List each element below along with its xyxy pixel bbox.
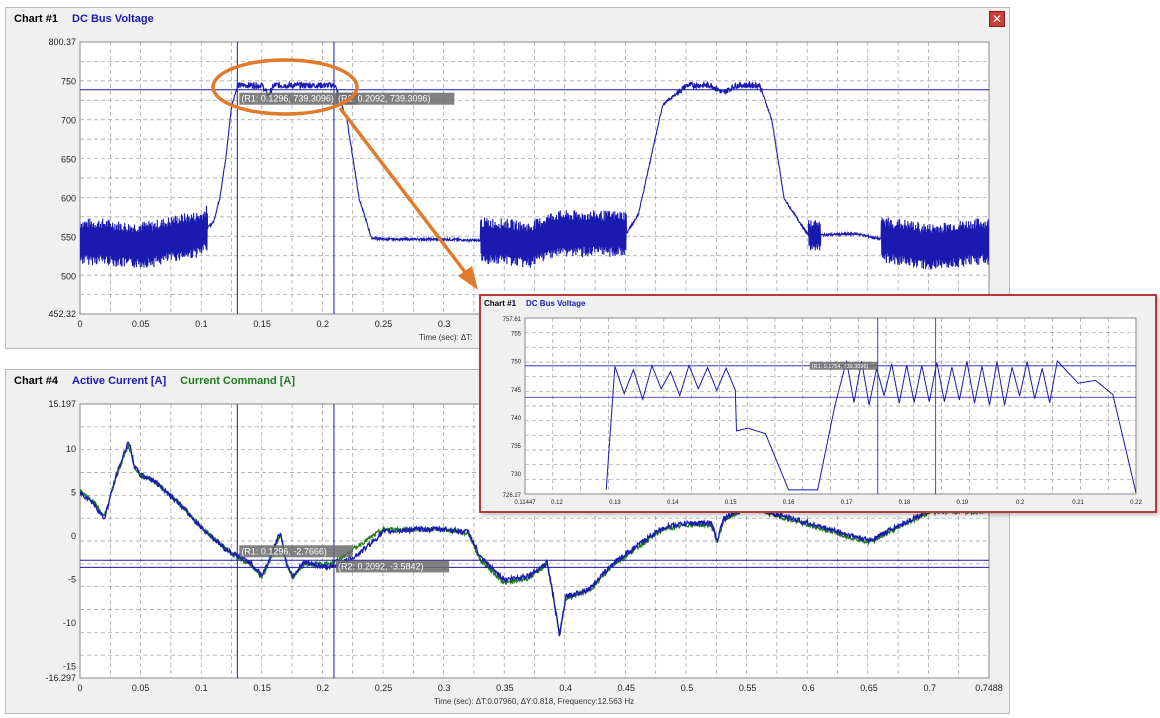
cursor-label-r2: (R2: 0.2092, -3.5842) xyxy=(335,560,450,573)
y-tick-label: 650 xyxy=(61,155,76,165)
x-tick-label: 0.4 xyxy=(559,683,572,693)
zoom-series-dc-bus-voltage xyxy=(605,359,1136,493)
zoom-header: Chart #1 DC Bus Voltage xyxy=(481,296,1155,310)
zoom-inset-window: Chart #1 DC Bus Voltage 757.61 755 750 745 7… xyxy=(479,294,1157,513)
zoom-plot[interactable]: 757.61 755 750 745 740 735 730 726.270.11447 0.1… xyxy=(481,310,1155,511)
series-label-dc-bus-voltage[interactable]: DC Bus Voltage xyxy=(72,13,154,25)
y-tick-label: 740 xyxy=(511,416,522,422)
x-tick-label: 0.22 xyxy=(1130,500,1142,506)
x-tick-label: 0.65 xyxy=(860,683,878,693)
x-tick-label: 0.16 xyxy=(783,500,795,506)
x-tick-label: 0.13 xyxy=(609,500,621,506)
x-tick-label: 0.15 xyxy=(725,500,737,506)
x-tick-label: 0.18 xyxy=(899,500,911,506)
chart-number: Chart #4 xyxy=(14,375,59,387)
cursor-label-r1: (R1: 0.1296, -2.7666) xyxy=(239,545,353,558)
y-tick-label: 700 xyxy=(61,115,76,125)
y-tick-label: 735 xyxy=(511,444,522,450)
y-tick-label: 550 xyxy=(61,233,76,243)
x-tick-label: 0.2 xyxy=(1016,500,1025,506)
x-tick-label: 0.5 xyxy=(681,683,694,693)
x-tick-label: 0.05 xyxy=(132,683,150,693)
x-tick-label: 0.21 xyxy=(1072,500,1084,506)
y-tick-label: 0 xyxy=(71,531,76,541)
x-tick-label: 0.12 xyxy=(551,500,563,506)
y-tick-label: -16.297 xyxy=(45,673,76,683)
x-tick-label: 0.2 xyxy=(317,683,330,693)
x-tick-label: 0.15 xyxy=(253,319,271,329)
x-tick-label: 0.1 xyxy=(195,683,208,693)
y-tick-label: 600 xyxy=(61,194,76,204)
y-tick-label: 726.27 xyxy=(503,493,522,499)
chart-header: Chart #1 DC Bus Voltage xyxy=(6,8,1009,30)
x-tick-label: 0 xyxy=(77,319,82,329)
y-tick-label: 500 xyxy=(61,272,76,282)
y-tick-label: 5 xyxy=(71,488,76,498)
x-tick-label: 0 xyxy=(77,683,82,693)
chart-number: Chart #1 xyxy=(14,13,59,25)
x-tick-label: 0.55 xyxy=(739,683,757,693)
x-tick-label: 0.3 xyxy=(438,683,451,693)
y-tick-label: 452.32 xyxy=(48,309,76,319)
x-tick-label: 0.7488 xyxy=(975,683,1003,693)
x-tick-label: 0.05 xyxy=(132,319,150,329)
series-label-current-command[interactable]: Current Command [A] xyxy=(180,375,296,387)
x-tick-label: 0.2 xyxy=(317,319,330,329)
y-tick-label: 730 xyxy=(511,472,522,478)
x-tick-label: 0.45 xyxy=(618,683,636,693)
cursor-label-r2: (R2: 0.2092, 739.3096) xyxy=(335,92,455,105)
series-label-active-current[interactable]: Active Current [A] xyxy=(72,375,167,387)
x-tick-label: 0.19 xyxy=(956,500,968,506)
svg-text:(R2: 0.2092, 739.3096): (R2: 0.2092, 739.3096) xyxy=(338,94,431,104)
y-tick-label: -5 xyxy=(68,575,76,585)
svg-text:(R2: 0.2092, -3.5842): (R2: 0.2092, -3.5842) xyxy=(338,561,424,571)
y-tick-label: 750 xyxy=(511,360,522,366)
x-tick-label: 0.14 xyxy=(667,500,679,506)
x-tick-label: 0.7 xyxy=(924,683,937,693)
x-tick-label: 0.1 xyxy=(195,319,208,329)
zoom-chart-number: Chart #1 xyxy=(484,298,517,308)
y-tick-label: 750 xyxy=(61,76,76,86)
zoom-series-label[interactable]: DC Bus Voltage xyxy=(526,298,586,308)
svg-text:(R1: 0.1754, 739.3096): (R1: 0.1754, 739.3096) xyxy=(812,364,869,370)
x-axis-label: Time (sec): ΔT: xyxy=(419,333,473,342)
x-tick-label: 0.6 xyxy=(802,683,815,693)
svg-text:(R1: 0.1296, -2.7666): (R1: 0.1296, -2.7666) xyxy=(241,546,327,556)
y-tick-label: 757.61 xyxy=(503,317,522,323)
x-tick-label: 0.17 xyxy=(841,500,853,506)
chart-header: Chart #4 Active Current [A] Current Comm… xyxy=(6,370,1009,392)
y-tick-label: 10 xyxy=(66,444,76,454)
x-tick-label: 0.35 xyxy=(496,683,514,693)
y-tick-label: -15 xyxy=(63,662,76,672)
close-icon[interactable]: ✕ xyxy=(989,11,1005,27)
svg-text:(R1: 0.1296, 739.3096): (R1: 0.1296, 739.3096) xyxy=(241,94,334,104)
y-tick-label: 745 xyxy=(511,388,522,394)
y-tick-label: 800.37 xyxy=(48,37,76,47)
y-tick-label: 755 xyxy=(511,332,522,338)
x-tick-label: 0.11447 xyxy=(514,500,536,506)
x-tick-label: 0.25 xyxy=(375,319,393,329)
x-tick-label: 0.15 xyxy=(253,683,271,693)
x-tick-label: 0.25 xyxy=(375,683,393,693)
cursor-label-r1: (R1: 0.1754, 739.3096) xyxy=(809,361,878,370)
x-axis-label: Time (sec): ΔT:0.07960, ΔY:0.818, Freque… xyxy=(434,697,634,706)
x-tick-label: 0.3 xyxy=(438,319,451,329)
series-active-current xyxy=(80,441,989,637)
y-tick-label: -10 xyxy=(63,618,76,628)
y-tick-label: 15.197 xyxy=(48,399,76,409)
